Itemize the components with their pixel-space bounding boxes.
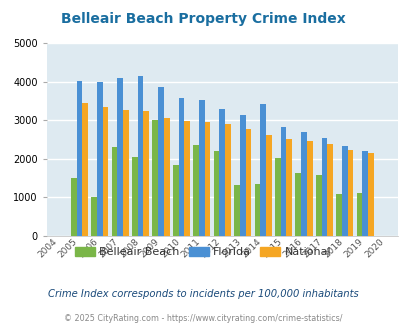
Bar bbox=[82, 103, 88, 236]
Bar bbox=[245, 129, 251, 236]
Bar bbox=[260, 104, 265, 236]
Bar bbox=[321, 138, 326, 236]
Bar bbox=[158, 87, 164, 236]
Bar bbox=[341, 146, 347, 236]
Bar bbox=[234, 184, 239, 236]
Bar bbox=[225, 124, 230, 236]
Bar bbox=[274, 158, 280, 236]
Bar bbox=[178, 98, 184, 236]
Legend: Belleair Beach, Florida, National: Belleair Beach, Florida, National bbox=[70, 243, 335, 262]
Bar bbox=[239, 115, 245, 236]
Bar bbox=[347, 150, 352, 236]
Bar bbox=[132, 157, 137, 236]
Bar bbox=[295, 173, 301, 236]
Bar bbox=[265, 135, 271, 236]
Bar bbox=[76, 81, 82, 236]
Bar bbox=[164, 118, 169, 236]
Bar bbox=[70, 178, 76, 236]
Bar bbox=[123, 110, 128, 236]
Bar bbox=[361, 151, 367, 236]
Bar bbox=[213, 151, 219, 236]
Bar bbox=[335, 194, 341, 236]
Bar bbox=[102, 107, 108, 236]
Bar bbox=[326, 144, 332, 236]
Bar bbox=[286, 139, 291, 236]
Bar bbox=[91, 197, 97, 236]
Bar bbox=[356, 193, 361, 236]
Bar bbox=[97, 82, 102, 236]
Bar bbox=[219, 109, 225, 236]
Bar bbox=[152, 120, 158, 236]
Text: © 2025 CityRating.com - https://www.cityrating.com/crime-statistics/: © 2025 CityRating.com - https://www.city… bbox=[64, 314, 341, 323]
Bar bbox=[367, 152, 373, 236]
Text: Crime Index corresponds to incidents per 100,000 inhabitants: Crime Index corresponds to incidents per… bbox=[47, 289, 358, 299]
Bar bbox=[193, 145, 198, 236]
Bar bbox=[143, 111, 149, 236]
Bar bbox=[204, 122, 210, 236]
Bar bbox=[301, 132, 306, 236]
Bar bbox=[315, 175, 321, 236]
Bar bbox=[254, 184, 260, 236]
Bar bbox=[117, 78, 123, 236]
Bar bbox=[111, 147, 117, 236]
Bar bbox=[173, 165, 178, 236]
Bar bbox=[137, 76, 143, 236]
Text: Belleair Beach Property Crime Index: Belleair Beach Property Crime Index bbox=[60, 12, 345, 25]
Bar bbox=[198, 100, 204, 236]
Bar bbox=[306, 141, 312, 236]
Bar bbox=[184, 121, 190, 236]
Bar bbox=[280, 127, 286, 236]
